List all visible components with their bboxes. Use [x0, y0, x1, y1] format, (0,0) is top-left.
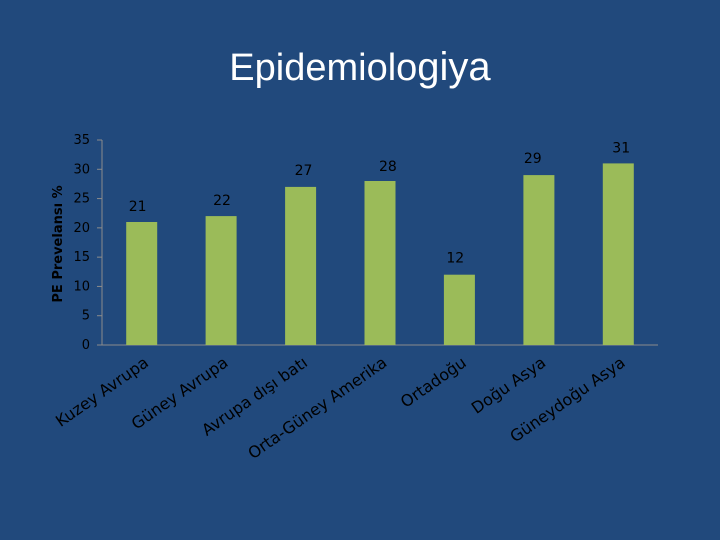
data-label: 22 — [213, 193, 231, 209]
chart-bar — [205, 216, 237, 345]
data-label: 28 — [379, 159, 397, 175]
y-tick-label: 20 — [73, 221, 90, 236]
chart-bar — [602, 163, 634, 345]
y-tick-label: 30 — [73, 162, 90, 177]
data-label: 31 — [612, 140, 630, 156]
data-label: 29 — [524, 151, 542, 167]
title-tail: giya — [417, 45, 491, 89]
y-tick-label: 35 — [73, 133, 90, 148]
y-tick-label: 25 — [73, 192, 90, 207]
y-ticks: 0 5 10 15 20 25 30 35 — [73, 133, 102, 353]
y-tick-label: 5 — [82, 309, 90, 324]
y-tick-label: 15 — [73, 250, 90, 265]
title-main: Epidemiolo — [229, 47, 418, 89]
chart-bar — [126, 222, 158, 345]
chart-bar — [523, 175, 555, 345]
data-labels: 21 22 27 28 12 29 31 — [129, 140, 630, 266]
data-label: 27 — [295, 163, 313, 179]
chart-bar — [285, 186, 317, 345]
chart-bar — [443, 274, 475, 345]
y-tick-label: 0 — [82, 338, 90, 353]
x-tick-label: Orta-Güney Amerika — [244, 353, 390, 463]
chart-bar — [364, 181, 396, 345]
y-axis-label: PE Prevelansı % — [51, 185, 66, 302]
x-tick-label: Ortadoğu — [397, 353, 470, 412]
y-tick-label: 10 — [73, 279, 90, 294]
data-label: 12 — [446, 251, 464, 267]
data-label: 21 — [129, 199, 147, 215]
bars — [126, 163, 634, 345]
x-tick-label: Doğu Asya — [468, 353, 549, 418]
page-title: Epidemiologiya — [0, 42, 720, 93]
